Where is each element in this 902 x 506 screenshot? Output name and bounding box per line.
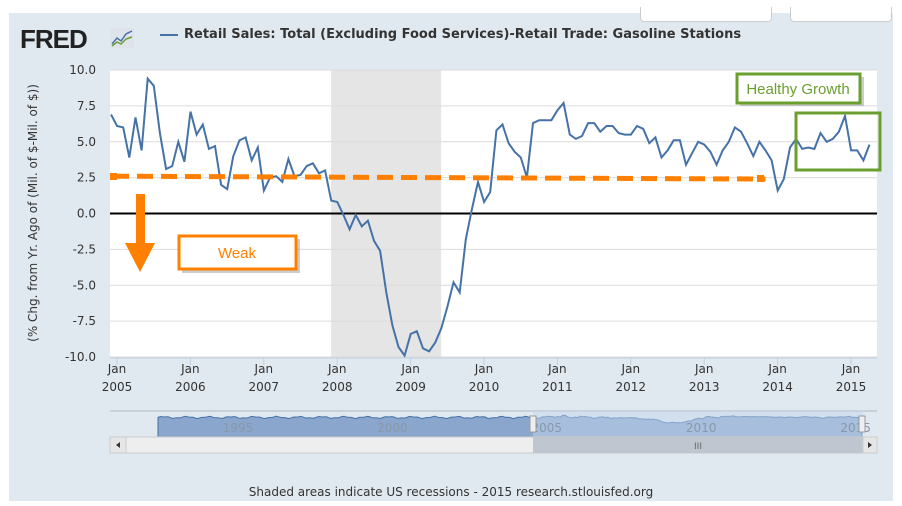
x-tick-year: 2005: [102, 380, 133, 394]
x-tick-year: 2008: [322, 380, 353, 394]
x-tick-year: 2012: [616, 380, 647, 394]
x-tick-month: Jan: [327, 362, 347, 376]
x-tick-year: 2013: [689, 380, 720, 394]
fred-logo[interactable]: FRED: [20, 24, 88, 54]
y-tick-label: -10.0: [65, 350, 96, 364]
navigator-selected-range[interactable]: [533, 411, 863, 437]
legend-item[interactable]: Retail Sales: Total (Excluding Food Serv…: [160, 27, 741, 42]
top-tab-button[interactable]: [790, 7, 892, 22]
weak-annotation-box: [177, 234, 298, 271]
reference-line-start-marker: [110, 173, 117, 180]
x-tick-month: Jan: [254, 362, 274, 376]
y-tick-label: -2.5: [73, 242, 96, 256]
x-tick-year: 2011: [542, 380, 573, 394]
navigator-year-label: 2010: [686, 421, 717, 435]
x-tick-month: Jan: [107, 362, 127, 376]
navigator-left-handle[interactable]: [529, 415, 537, 433]
arrow-right-icon: [868, 442, 872, 448]
down-arrow-icon: [125, 194, 155, 272]
reference-dashed-line: [112, 173, 766, 182]
x-tick-year: 2010: [469, 380, 500, 394]
legend-label: Retail Sales: Total (Excluding Food Serv…: [184, 27, 742, 42]
healthy-growth-annotation-text: Healthy Growth: [746, 81, 849, 98]
x-tick-year: 2009: [395, 380, 426, 394]
y-tick-label: 5.0: [77, 135, 96, 149]
y-tick-label: -5.0: [73, 278, 96, 292]
scrollbar-thumb[interactable]: [533, 437, 863, 453]
x-tick-year: 2015: [836, 380, 867, 394]
legend-swatch: [160, 33, 178, 36]
navigator-year-label: 2000: [377, 421, 408, 435]
x-tick-month: Jan: [841, 362, 861, 376]
x-tick-year: 2007: [249, 380, 280, 394]
footer-note: Shaded areas indicate US recessions - 20…: [248, 485, 654, 499]
x-tick-year: 2006: [175, 380, 206, 394]
x-tick-year: 2014: [762, 380, 793, 394]
x-tick-month: Jan: [767, 362, 787, 376]
x-tick-month: Jan: [694, 362, 714, 376]
reference-line-end-marker: [757, 175, 764, 182]
navigator-year-label: 1995: [223, 421, 254, 435]
healthy-growth-highlight-box: [794, 111, 882, 172]
scrollbar-grip-icon: III: [694, 442, 702, 452]
y-axis-label: (% Chg. from Yr. Ago of (Mil. of $-Mil. …: [26, 84, 40, 342]
navigator-right-handle[interactable]: [858, 415, 866, 433]
y-tick-label: 10.0: [69, 63, 96, 77]
x-tick-month: Jan: [547, 362, 567, 376]
arrow-left-icon: [116, 442, 120, 448]
x-tick-month: Jan: [400, 362, 420, 376]
navigator-year-label: 2005: [532, 421, 563, 435]
weak-annotation-text: Weak: [218, 245, 257, 262]
series-line: [110, 76, 871, 358]
x-tick-month: Jan: [621, 362, 641, 376]
y-tick-label: 2.5: [77, 171, 96, 185]
navigator-year-label: 2015: [840, 421, 871, 435]
y-tick-label: 7.5: [77, 99, 96, 113]
x-tick-month: Jan: [474, 362, 494, 376]
y-tick-label: 0.0: [77, 207, 96, 221]
y-tick-label: -7.5: [73, 314, 96, 328]
healthy-growth-annotation-box: [735, 72, 862, 105]
x-tick-month: Jan: [180, 362, 200, 376]
navigator[interactable]: 1995 2000 2005 2010 2015 III: [109, 410, 878, 454]
top-tab-button[interactable]: [640, 7, 772, 22]
